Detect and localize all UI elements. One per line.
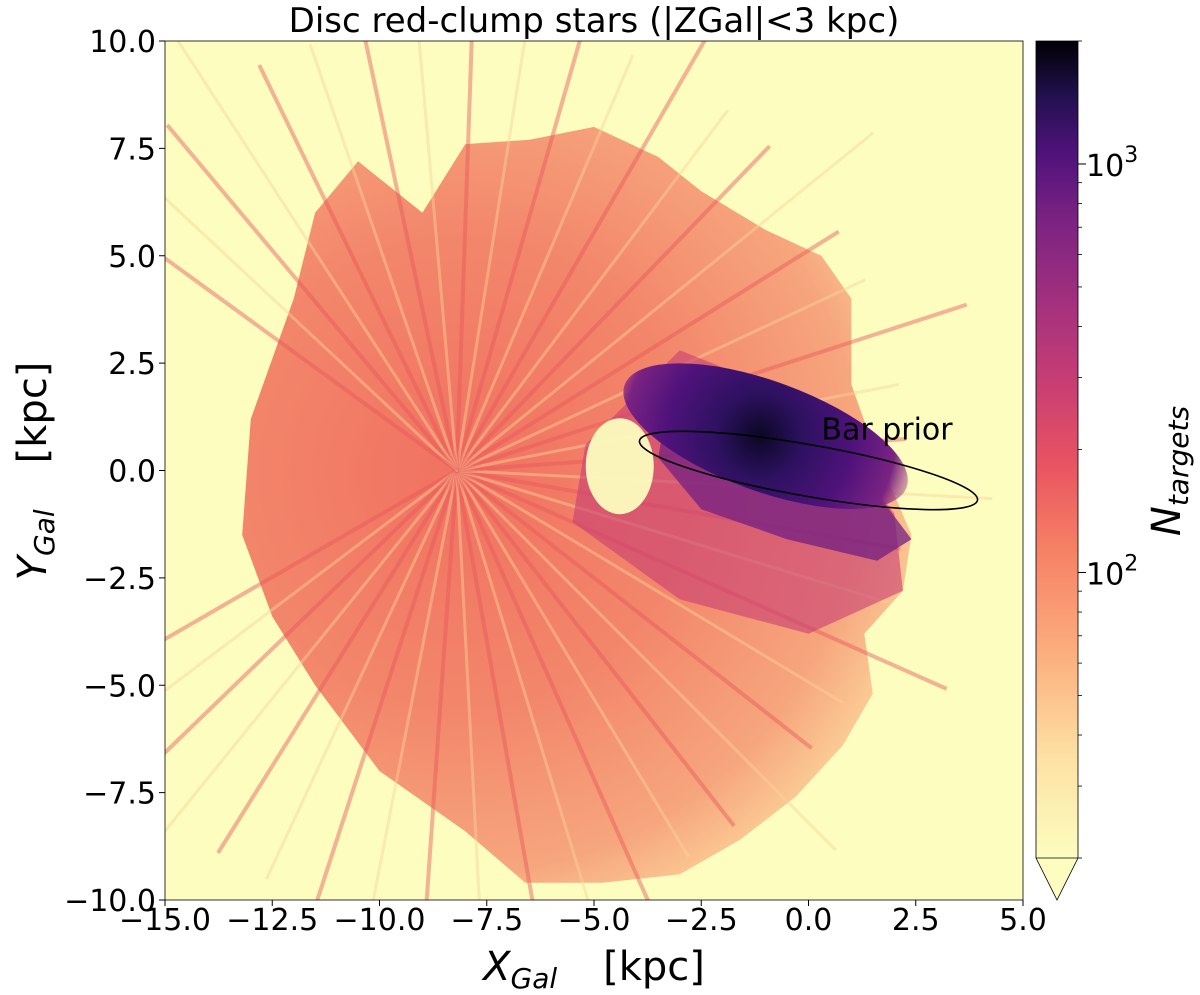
x-axis-label: XGal [kpc]: [481, 944, 705, 995]
sightline-streak: [216, 469, 459, 855]
y-tick-label: −7.5: [83, 777, 156, 812]
sightline-streak: [455, 131, 875, 472]
y-tick-label: 2.5: [108, 347, 156, 382]
sightline-streak: [454, 41, 582, 472]
x-tick-label: 2.5: [892, 903, 940, 938]
y-axis-label: YGal[kpc]: [10, 362, 61, 581]
sightline-streak: [455, 469, 837, 852]
x-tick-label: −12.5: [226, 903, 318, 938]
y-tick-label: 7.5: [108, 132, 156, 167]
sightline-streak: [455, 469, 736, 828]
sightline-streak: [455, 470, 481, 900]
sightline-streak: [315, 469, 459, 900]
x-tick-label: −2.5: [665, 903, 738, 938]
sightline-streak: [165, 196, 458, 472]
sightline-streak: [176, 41, 458, 472]
density-map: [165, 41, 993, 900]
y-tick-label: 0.0: [108, 455, 156, 490]
sightline-streak: [455, 469, 844, 705]
sightline-streak: [455, 469, 691, 858]
sightline-streak: [257, 64, 459, 472]
colorbar-tick-label: 102: [1086, 551, 1138, 592]
sightline-streak: [454, 469, 650, 900]
sightline-streak: [308, 43, 459, 471]
sightline-streak: [165, 255, 458, 473]
sightline-streak: [417, 41, 459, 471]
y-tick-label: −10.0: [64, 884, 156, 919]
sightline-streak: [454, 41, 474, 471]
x-tick-label: −7.5: [450, 903, 523, 938]
y-tick-label: 5.0: [108, 240, 156, 275]
sightline-streak: [363, 41, 459, 471]
sightline-streak: [455, 54, 635, 472]
sightline-streak: [454, 41, 707, 472]
colorbar-label: Ntargets: [1144, 406, 1195, 536]
sightline-streak: [424, 470, 459, 900]
sightline-streak: [455, 41, 527, 471]
x-tick-label: −5.0: [558, 903, 631, 938]
sightline-streak: [371, 470, 459, 900]
sightline-streak: [264, 469, 459, 880]
extinction-gap: [585, 418, 654, 515]
x-tick-label: −10.0: [334, 903, 426, 938]
sightline-streak: [165, 123, 459, 472]
y-tick-label: −5.0: [83, 669, 156, 704]
sightline-streak: [165, 469, 459, 756]
sightline-streak: [455, 468, 813, 750]
x-tick-label: 0.0: [785, 903, 833, 938]
sightline-streak: [455, 229, 840, 473]
colorbar: [1036, 41, 1078, 858]
sightline-streak: [455, 144, 772, 472]
sightline-streak: [165, 468, 458, 642]
y-tick-label: 10.0: [89, 25, 156, 60]
x-tick-label: 5.0: [999, 903, 1047, 938]
chart-title: Disc red-clump stars (|ZGal|<3 kpc): [289, 1, 900, 41]
y-tick-label: −2.5: [83, 562, 156, 597]
sightline-streak: [165, 469, 458, 693]
sightline-streak: [455, 470, 590, 900]
sightline-streak: [454, 470, 535, 900]
sightline-streak: [455, 109, 730, 472]
bar-prior-ellipse: [638, 430, 979, 511]
sightline-streak: [165, 469, 458, 834]
x-tick-label: −15.0: [119, 903, 211, 938]
bar-prior-label: Bar prior: [821, 413, 953, 448]
colorbar-tick-label: 103: [1086, 143, 1138, 184]
density-peak: [623, 363, 908, 509]
colorbar-extend-triangle: [1035, 857, 1079, 901]
